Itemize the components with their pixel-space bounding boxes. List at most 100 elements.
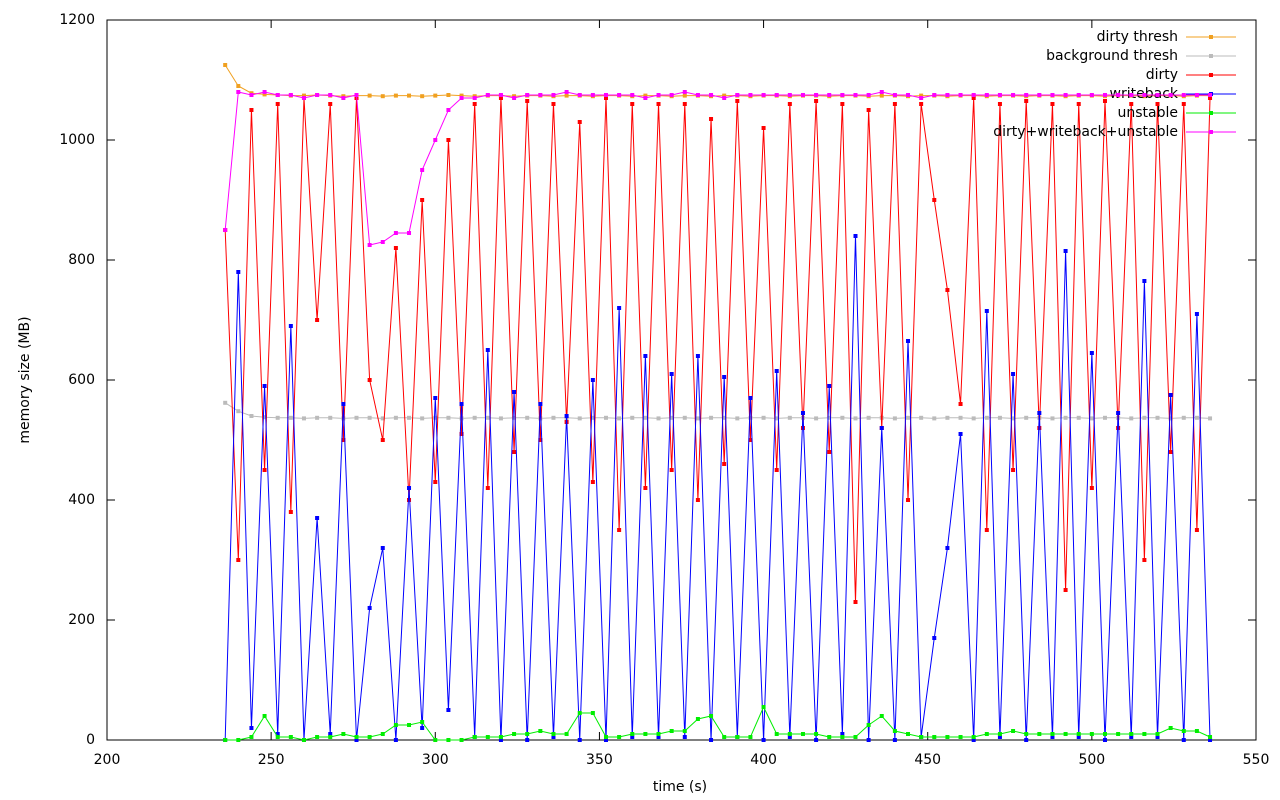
legend-label: unstable [1118, 105, 1179, 121]
point [1102, 738, 1107, 742]
point [958, 432, 963, 436]
point [1050, 102, 1055, 106]
point [603, 96, 608, 100]
point [984, 309, 989, 313]
point [538, 416, 543, 421]
series-line [224, 402, 1211, 419]
point [892, 729, 897, 733]
x-axis-label: time (s) [653, 779, 707, 795]
point [787, 732, 792, 736]
point [393, 246, 398, 250]
point [984, 732, 989, 736]
point [236, 738, 241, 742]
point [879, 714, 884, 718]
point [1037, 411, 1042, 415]
point [1142, 279, 1147, 283]
point [722, 96, 727, 100]
point [407, 486, 412, 490]
point [774, 93, 779, 97]
point [656, 732, 661, 736]
point [722, 93, 727, 98]
point [932, 93, 937, 97]
point [932, 416, 937, 421]
point [1050, 732, 1055, 736]
point [643, 354, 648, 358]
point [814, 99, 819, 103]
point [328, 102, 333, 106]
point [512, 390, 517, 394]
point [236, 270, 241, 274]
point [735, 416, 740, 421]
point [354, 415, 359, 420]
point [1194, 528, 1199, 532]
point [341, 732, 346, 736]
point [1024, 415, 1029, 420]
point [459, 738, 464, 742]
point [1116, 93, 1121, 97]
point [380, 546, 385, 550]
series-line [224, 97, 1211, 603]
point [1037, 93, 1042, 97]
point [328, 93, 333, 97]
point [341, 402, 346, 406]
point [262, 714, 267, 718]
point [1168, 726, 1173, 730]
point [275, 732, 280, 736]
series-line [224, 64, 1211, 97]
point [787, 102, 792, 106]
point [1089, 486, 1094, 490]
point [288, 324, 293, 328]
point [1076, 102, 1081, 106]
point [748, 396, 753, 400]
point [879, 90, 884, 94]
point [328, 735, 333, 739]
point [603, 415, 608, 420]
point [735, 735, 740, 739]
point [301, 96, 306, 100]
point [761, 705, 766, 709]
point [906, 498, 911, 502]
legend-label: dirty+writeback+unstable [993, 124, 1178, 140]
point [984, 93, 989, 97]
point [1208, 416, 1213, 421]
point [695, 93, 700, 97]
point [774, 468, 779, 472]
point [393, 415, 398, 420]
point [866, 93, 871, 97]
point [1181, 93, 1186, 97]
point [577, 711, 582, 715]
point [472, 96, 477, 100]
point [932, 735, 937, 739]
point [840, 93, 845, 97]
point [498, 738, 503, 742]
point [682, 729, 687, 733]
point [669, 729, 674, 733]
point [236, 558, 241, 562]
y-tick-label: 0 [86, 732, 95, 748]
point [1129, 416, 1134, 421]
point [1089, 351, 1094, 355]
point [551, 102, 556, 106]
point [446, 108, 451, 112]
point [459, 93, 464, 98]
x-tick-label: 400 [750, 752, 777, 768]
point [498, 735, 503, 739]
point [1089, 416, 1094, 421]
point [866, 723, 871, 727]
point [1208, 96, 1213, 100]
point [761, 93, 766, 97]
y-tick-label: 400 [68, 492, 95, 508]
point [1155, 93, 1160, 97]
point [262, 468, 267, 472]
point [1129, 735, 1134, 739]
y-tick-label: 600 [68, 372, 95, 388]
point [315, 735, 320, 739]
point [354, 738, 359, 742]
point [538, 402, 543, 406]
point [551, 735, 556, 739]
point [722, 462, 727, 466]
series-line [224, 235, 1211, 741]
point [945, 546, 950, 550]
point [971, 416, 976, 421]
point [709, 738, 714, 742]
